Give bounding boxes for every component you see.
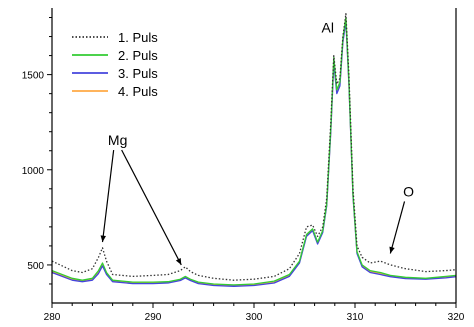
y-tick-label: 500 (27, 261, 44, 272)
annotation-arrow (101, 149, 115, 243)
annotations: Mg Al O (100, 20, 414, 266)
annotation-arrowhead (175, 257, 182, 265)
annotation-arrowhead (100, 235, 106, 243)
annotation-arrowhead (389, 246, 395, 254)
y-tick-label: 1500 (22, 71, 45, 82)
x-tick-label: 320 (448, 312, 465, 323)
annotation-arrow (389, 201, 406, 254)
annotation-arrow (121, 149, 182, 266)
legend-label-2: 2. Puls (118, 48, 158, 63)
legend-label-1: 1. Puls (118, 30, 158, 45)
x-tick-label: 300 (246, 312, 263, 323)
axes-layer: 280 290 300 310 320 500 1000 1500 (22, 8, 465, 323)
y-tick-label: 1000 (22, 166, 45, 177)
series-line-2 (52, 16, 456, 286)
x-tick-label: 280 (44, 312, 61, 323)
series-layer (52, 13, 456, 287)
legend: 1. Puls 2. Puls 3. Puls 4. Puls (72, 30, 158, 99)
legend-label-3: 3. Puls (118, 66, 158, 81)
x-tick-label: 310 (347, 312, 364, 323)
x-tick-label: 290 (145, 312, 162, 323)
legend-label-4: 4. Puls (118, 84, 158, 99)
annotation-label-1: Mg (108, 132, 127, 148)
annotation-label-3: O (403, 183, 414, 199)
annotation-label-2: Al (322, 20, 334, 36)
series-line-4 (52, 17, 456, 287)
series-line-1 (52, 13, 456, 281)
